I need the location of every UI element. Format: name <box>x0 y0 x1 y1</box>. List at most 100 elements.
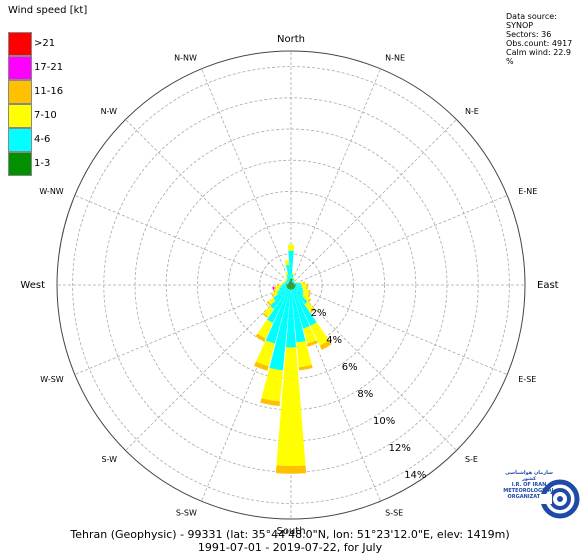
wind-bar <box>291 285 293 290</box>
wind-bar <box>291 283 294 285</box>
wind-bar <box>267 288 289 324</box>
wind-bar <box>291 289 306 343</box>
direction-label: S-W <box>101 455 117 464</box>
wind-bar <box>308 289 311 294</box>
wind-bar <box>302 291 310 297</box>
wind-bar <box>275 286 281 289</box>
grid-spoke <box>125 119 292 286</box>
legend-item: 1-3 <box>8 152 98 176</box>
radial-tick-label: 4% <box>326 335 342 346</box>
wind-bar <box>288 285 291 290</box>
direction-label: S-SE <box>385 508 403 517</box>
wind-bar <box>291 278 293 285</box>
wind-bar <box>273 286 276 290</box>
direction-label: West <box>20 280 45 291</box>
wind-bar <box>261 368 283 402</box>
wind-bar <box>288 250 294 279</box>
wind-bar <box>290 278 292 285</box>
wind-bar <box>286 274 290 281</box>
radial-tick-label: 6% <box>342 362 358 373</box>
wind-bar <box>278 283 282 287</box>
wind-bar <box>292 281 295 283</box>
wind-bar <box>272 286 275 290</box>
wind-bar <box>291 282 294 285</box>
direction-label: South <box>276 526 305 537</box>
radial-tick-label: 2% <box>311 308 327 319</box>
wind-bar <box>275 465 307 474</box>
wind-bar <box>289 280 291 285</box>
wind-bar <box>273 287 288 301</box>
legend-swatch <box>8 128 32 152</box>
direction-label: W-NW <box>39 187 63 196</box>
info-calm: Calm wind: 22.9 % <box>506 48 572 66</box>
wind-bar <box>287 285 291 289</box>
legend-label: >21 <box>34 38 56 49</box>
radial-tick-label: 10% <box>373 416 395 427</box>
organization-logo: سازمان هواشناسی کشور I.R. OF IRAN METEOR… <box>500 470 580 525</box>
wind-bar <box>274 288 280 293</box>
wind-bar <box>303 326 317 344</box>
legend-label: 17-21 <box>34 62 64 73</box>
wind-bar <box>292 289 310 329</box>
wind-bar <box>294 287 304 293</box>
legend-swatch <box>8 56 32 80</box>
wind-bar <box>304 301 315 312</box>
wind-bar <box>287 285 291 289</box>
legend: >21 17-21 11-16 7-10 4-6 1-3 <box>8 32 98 176</box>
wind-bar <box>257 319 273 339</box>
wind-bar <box>286 285 291 287</box>
wind-bar <box>286 277 290 283</box>
wind-bar <box>295 282 301 285</box>
wind-bar <box>291 285 293 290</box>
legend-item: 11-16 <box>8 80 98 104</box>
grid-spoke <box>290 195 508 286</box>
wind-bar <box>287 244 295 251</box>
wind-bar <box>291 285 296 287</box>
wind-bar <box>293 288 317 326</box>
wind-bar <box>285 271 289 276</box>
legend-label: 11-16 <box>34 86 64 97</box>
radial-tick-label: 12% <box>389 443 411 454</box>
wind-bar <box>283 283 287 285</box>
wind-bar <box>291 284 296 286</box>
wind-bar <box>286 284 291 286</box>
wind-bar <box>292 277 295 280</box>
wind-bar <box>272 291 279 297</box>
legend-item: 7-10 <box>8 104 98 128</box>
wind-bar <box>260 398 280 407</box>
wind-bar <box>291 285 295 289</box>
wind-bar <box>295 284 302 286</box>
direction-label: W-SW <box>40 375 64 384</box>
wind-bar <box>291 282 293 285</box>
direction-label: S-SW <box>176 508 197 517</box>
wind-bar <box>291 283 295 285</box>
wind-bar <box>280 285 287 288</box>
logo-swirl-icon <box>540 479 580 519</box>
wind-bar <box>293 282 296 284</box>
legend-swatch <box>8 104 32 128</box>
grid-spoke <box>74 284 292 375</box>
wind-bar <box>286 285 291 287</box>
wind-bar <box>289 285 291 290</box>
wind-bar <box>285 278 288 281</box>
wind-bar <box>263 306 274 317</box>
wind-bar <box>302 288 310 293</box>
wind-bar <box>296 281 299 284</box>
wind-bar <box>270 288 289 310</box>
legend-swatch <box>8 152 32 176</box>
wind-bar <box>306 286 309 290</box>
legend-item: >21 <box>8 32 98 56</box>
wind-bar <box>291 283 296 285</box>
wind-bar <box>303 281 305 284</box>
wind-bar <box>272 289 276 293</box>
legend-swatch <box>8 32 32 56</box>
wind-bar <box>286 279 290 283</box>
wind-bar <box>278 286 287 291</box>
grid-spoke <box>125 284 292 451</box>
wind-bar <box>302 294 311 302</box>
wind-bar <box>289 282 291 285</box>
direction-label: N-E <box>465 107 479 116</box>
legend-label: 7-10 <box>34 110 57 121</box>
grid-spoke <box>74 195 292 286</box>
wind-bar <box>285 276 288 279</box>
